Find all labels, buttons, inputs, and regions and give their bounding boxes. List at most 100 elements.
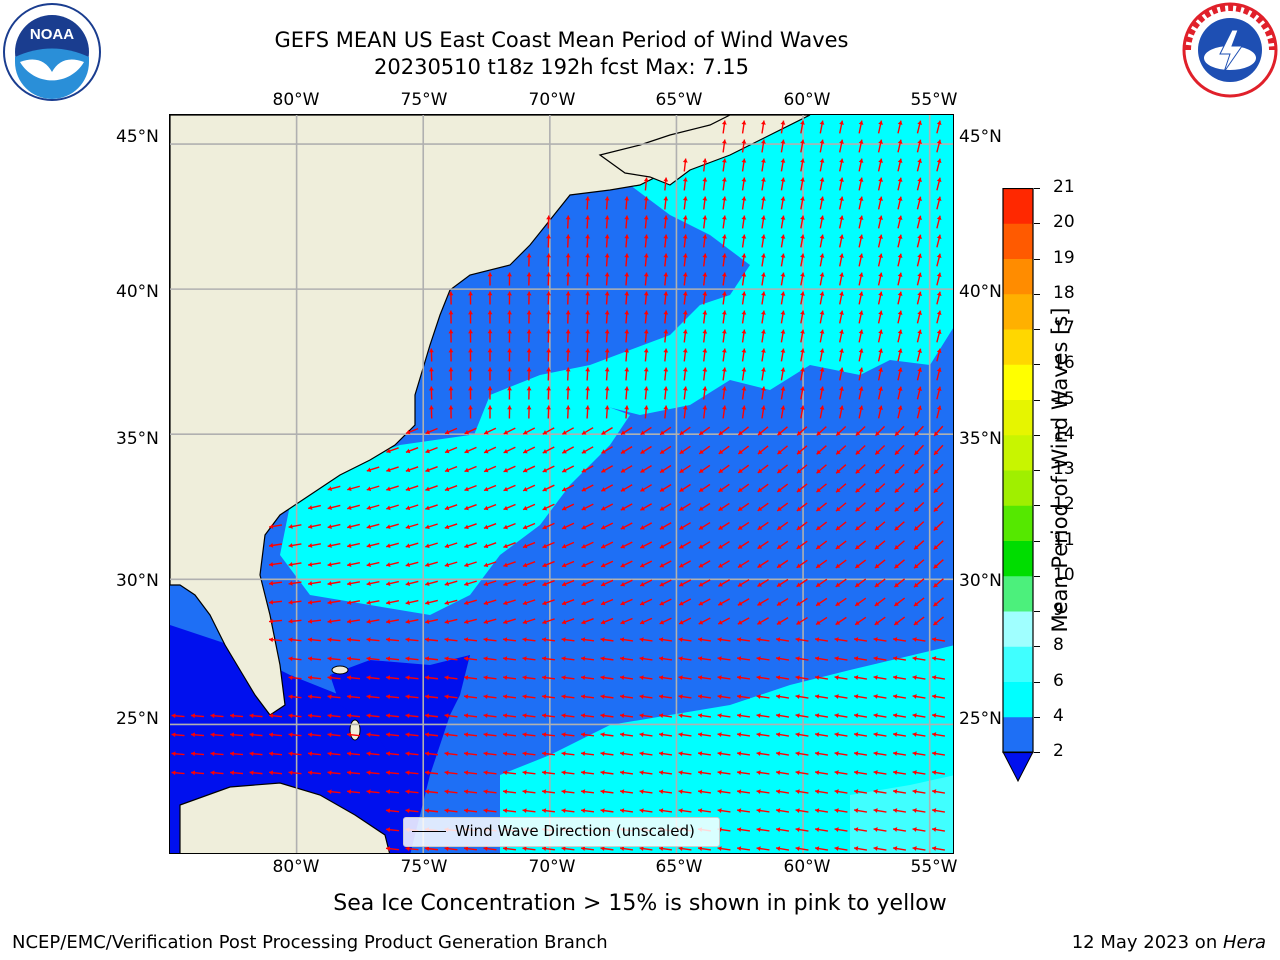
wave-direction-arrow <box>736 751 751 756</box>
wave-direction-arrow <box>503 618 516 625</box>
wave-direction-arrow <box>425 466 438 473</box>
wave-direction-arrow <box>561 484 575 492</box>
wave-direction-arrow <box>659 598 672 606</box>
wave-direction-arrow <box>737 579 750 587</box>
wave-direction-arrow <box>853 675 868 680</box>
wave-direction-arrow <box>796 426 808 436</box>
wave-direction-arrow <box>444 504 458 511</box>
wave-direction-arrow <box>936 310 942 324</box>
wave-direction-arrow <box>600 694 614 700</box>
wave-direction-arrow <box>800 291 805 305</box>
wave-direction-arrow <box>877 234 883 248</box>
wave-direction-arrow <box>327 485 341 492</box>
wave-direction-arrow <box>858 310 864 324</box>
wave-direction-arrow <box>757 578 769 588</box>
wave-direction-arrow <box>702 158 708 172</box>
wave-direction-arrow <box>444 599 458 606</box>
wave-direction-arrow <box>897 215 903 229</box>
wave-direction-arrow <box>468 386 473 400</box>
wave-direction-arrow <box>546 405 552 419</box>
wave-direction-arrow <box>741 405 747 419</box>
lon-label-bottom: 55°W <box>910 857 958 877</box>
wave-direction-arrow <box>663 234 669 248</box>
wave-direction-arrow <box>483 542 497 549</box>
colorbar <box>1002 187 1034 783</box>
wave-direction-arrow <box>839 386 844 400</box>
wave-direction-arrow <box>892 656 907 661</box>
wave-direction-arrow <box>507 386 512 400</box>
wave-direction-arrow <box>444 485 458 492</box>
wave-direction-arrow <box>858 367 864 381</box>
wave-direction-arrow <box>385 599 400 605</box>
wave-direction-arrow <box>327 789 341 795</box>
wave-direction-arrow <box>682 215 688 229</box>
wave-direction-arrow <box>546 272 552 286</box>
wave-direction-arrow <box>526 291 532 305</box>
wave-direction-arrow <box>916 367 922 381</box>
wave-direction-arrow <box>541 770 556 776</box>
wave-direction-arrow <box>873 675 887 680</box>
wave-direction-arrow <box>288 713 302 719</box>
wave-direction-arrow <box>702 272 708 286</box>
wave-direction-arrow <box>327 542 341 548</box>
wave-direction-arrow <box>914 425 924 437</box>
wave-direction-arrow <box>698 445 711 455</box>
wave-direction-arrow <box>736 732 751 737</box>
wave-direction-arrow <box>503 522 516 530</box>
wave-direction-arrow <box>839 253 844 267</box>
wave-direction-arrow <box>483 808 497 814</box>
wave-direction-arrow <box>448 329 454 343</box>
wave-direction-arrow <box>702 177 708 191</box>
wave-direction-arrow <box>600 617 614 625</box>
wave-direction-arrow <box>775 770 790 775</box>
wave-direction-arrow <box>444 427 458 435</box>
wave-direction-arrow <box>756 656 770 661</box>
wave-direction-arrow <box>678 808 692 813</box>
wave-direction-arrow <box>721 120 727 134</box>
wave-direction-arrow <box>385 619 400 624</box>
wave-direction-arrow <box>659 579 672 587</box>
colorbar-tick-label: 9 <box>1053 600 1064 620</box>
wave-direction-arrow <box>464 561 477 568</box>
wave-direction-arrow <box>522 846 536 852</box>
lon-label-top: 60°W <box>783 90 831 110</box>
wave-direction-arrow <box>581 503 594 511</box>
wave-direction-arrow <box>507 310 512 324</box>
wave-direction-arrow <box>663 367 669 381</box>
wave-direction-arrow <box>507 272 512 286</box>
wave-direction-arrow <box>780 196 786 210</box>
wave-direction-arrow <box>780 310 786 324</box>
wave-direction-arrow <box>502 694 517 700</box>
wave-direction-arrow <box>800 348 805 362</box>
wave-direction-arrow <box>385 732 400 738</box>
wave-direction-arrow <box>839 120 844 134</box>
wave-direction-arrow <box>522 561 536 568</box>
wave-direction-arrow <box>405 485 419 492</box>
wave-direction-arrow <box>858 177 864 191</box>
lat-label-right: 35°N <box>959 429 1002 449</box>
wave-direction-arrow <box>425 446 438 454</box>
wave-direction-arrow <box>815 521 828 531</box>
wave-direction-arrow <box>761 120 766 134</box>
wave-direction-arrow <box>894 540 905 550</box>
wave-direction-arrow <box>761 348 766 362</box>
wave-direction-arrow <box>444 561 458 568</box>
wave-direction-arrow <box>444 542 458 549</box>
wave-direction-arrow <box>565 234 571 248</box>
wave-direction-arrow <box>604 386 610 400</box>
wave-direction-arrow <box>386 485 399 492</box>
wave-direction-arrow <box>814 713 829 718</box>
wave-direction-arrow <box>601 446 613 454</box>
wave-direction-arrow <box>931 770 946 775</box>
wave-direction-arrow <box>561 751 575 757</box>
wave-direction-arrow <box>873 827 887 832</box>
colorbar-bin <box>1003 505 1033 541</box>
wave-direction-arrow <box>659 445 672 455</box>
wave-direction-arrow <box>604 234 610 248</box>
wave-direction-arrow <box>620 617 633 625</box>
wave-direction-arrow <box>682 291 688 305</box>
wave-direction-arrow <box>892 789 907 794</box>
wave-direction-arrow <box>877 348 883 362</box>
wave-direction-arrow <box>444 446 458 454</box>
wave-direction-arrow <box>780 120 786 134</box>
